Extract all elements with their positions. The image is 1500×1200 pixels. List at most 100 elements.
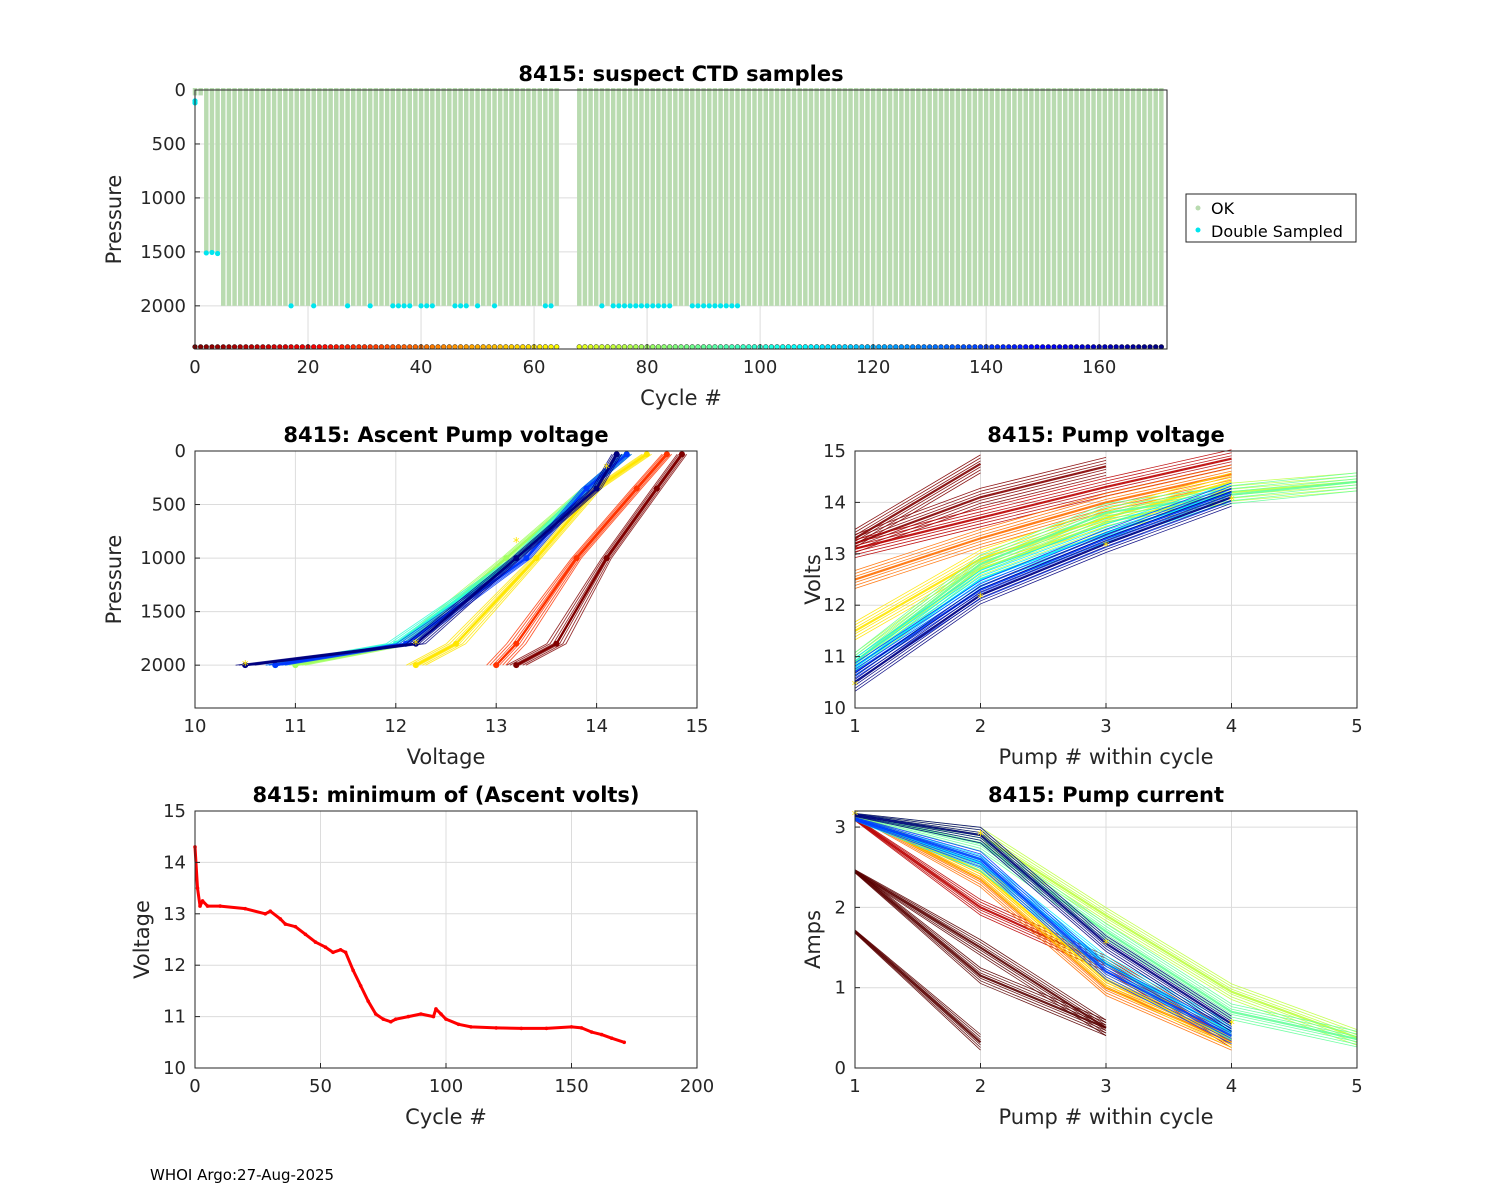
pump-voltage-line — [854, 466, 981, 542]
ok-sample-column — [661, 88, 667, 306]
pump-voltage-line — [854, 490, 1232, 677]
pump-current-line — [854, 816, 1232, 1049]
ok-sample-column — [1153, 88, 1158, 306]
min-volts-point — [198, 904, 202, 908]
double-sampled-point — [717, 303, 724, 309]
ok-sample-column — [548, 88, 554, 306]
ok-sample-column — [1091, 88, 1096, 306]
pump-current-line — [854, 932, 981, 1048]
pump-voltage-line — [854, 449, 1232, 541]
ok-sample-column — [825, 88, 831, 306]
ok-sample-column — [639, 88, 644, 306]
ascent-point — [583, 485, 590, 492]
x-tick-label: 120 — [856, 357, 890, 378]
ok-sample-column — [1136, 88, 1141, 306]
ok-sample-column — [870, 88, 876, 306]
ok-sample-column — [1029, 88, 1034, 306]
ok-sample-column — [266, 88, 271, 306]
x-tick-label: 10 — [184, 716, 207, 737]
ascent-point — [493, 662, 500, 669]
ok-sample-column — [424, 88, 429, 306]
min-volts-point — [366, 999, 370, 1003]
double-sampled-point — [424, 303, 430, 309]
pump-current-line — [854, 871, 1107, 1034]
legend-double-sampled-label: Double Sampled — [1211, 222, 1343, 241]
ascent-point — [412, 640, 419, 647]
chart-title: 8415: Pump current — [988, 783, 1224, 807]
pump-voltage-line — [854, 475, 1358, 657]
ok-sample-column — [283, 88, 288, 306]
min-volts-point — [243, 906, 247, 911]
plot-area — [195, 451, 697, 708]
min-volts-point — [373, 1012, 378, 1016]
ascent-point — [663, 451, 670, 458]
min-volts-point — [406, 1014, 411, 1019]
y-tick-label: 13 — [163, 904, 186, 925]
pump-voltage-line — [854, 488, 1232, 665]
ok-sample-column — [933, 88, 938, 306]
ok-sample-column — [317, 88, 322, 306]
min-volts-point — [303, 932, 308, 937]
ascent-line — [422, 453, 651, 666]
ok-sample-column — [588, 88, 593, 306]
pump-voltage-line — [854, 460, 1107, 538]
ok-sample-column — [1040, 88, 1045, 306]
min-volts-point — [358, 983, 363, 988]
ascent-point — [593, 485, 600, 492]
ok-sample-column — [853, 88, 859, 306]
data-layer: **** — [852, 449, 1358, 694]
ok-sample-column — [927, 88, 932, 306]
min-volts-point — [283, 922, 288, 926]
ascent-line — [489, 453, 665, 666]
chart-title: 8415: Ascent Pump voltage — [283, 423, 608, 447]
ok-sample-column — [509, 88, 514, 306]
ok-sample-column — [1006, 88, 1011, 306]
ok-sample-column — [215, 88, 220, 252]
ok-sample-column — [820, 88, 825, 306]
min-volts-point — [431, 1014, 436, 1019]
pump-current-line — [854, 871, 1107, 1031]
y-tick-label: 0 — [835, 1058, 846, 1079]
y-tick-label: 0 — [175, 441, 186, 462]
x-axis-label: Pump # within cycle — [999, 745, 1214, 769]
ok-sample-column — [893, 88, 898, 306]
ok-sample-column — [673, 88, 678, 306]
pump-current-line — [854, 813, 1233, 1025]
ok-sample-column — [543, 88, 548, 306]
y-axis-label: Pressure — [102, 535, 126, 625]
latest-cycle-star: * — [1103, 540, 1110, 555]
ascent-point — [603, 555, 610, 562]
double-sampled-point — [616, 303, 622, 309]
ascent-line — [502, 453, 671, 666]
latest-cycle-star: * — [1228, 494, 1235, 509]
double-sampled-point — [548, 303, 554, 309]
ascent-line — [509, 453, 680, 666]
ok-sample-column — [983, 88, 989, 306]
ok-sample-column — [390, 88, 396, 306]
ok-sample-column — [1074, 88, 1079, 306]
latest-cycle-star: * — [413, 638, 420, 653]
x-tick-label: 80 — [636, 357, 659, 378]
ok-sample-column — [1147, 88, 1153, 306]
ok-sample-column — [837, 88, 842, 306]
ok-sample-column — [407, 88, 412, 306]
ok-sample-column — [305, 88, 311, 306]
ok-sample-column — [322, 88, 328, 306]
chart-title: 8415: suspect CTD samples — [518, 62, 843, 86]
pump-current-line — [854, 817, 1232, 1032]
x-axis-label: Voltage — [407, 745, 486, 769]
legend-ok-swatch — [1195, 205, 1201, 211]
ok-sample-column — [616, 88, 622, 306]
ok-sample-column — [797, 88, 802, 306]
axes-box — [194, 89, 1168, 350]
ok-sample-column — [367, 88, 373, 306]
min-volts-point — [313, 940, 318, 944]
pump-current-line — [854, 816, 1232, 1051]
ok-sample-column — [791, 88, 797, 306]
ok-sample-column — [1102, 88, 1108, 306]
ascent-line — [486, 453, 663, 666]
double-sampled-point — [418, 303, 424, 309]
x-tick-label: 1 — [849, 716, 860, 737]
ok-sample-column — [1119, 88, 1125, 306]
